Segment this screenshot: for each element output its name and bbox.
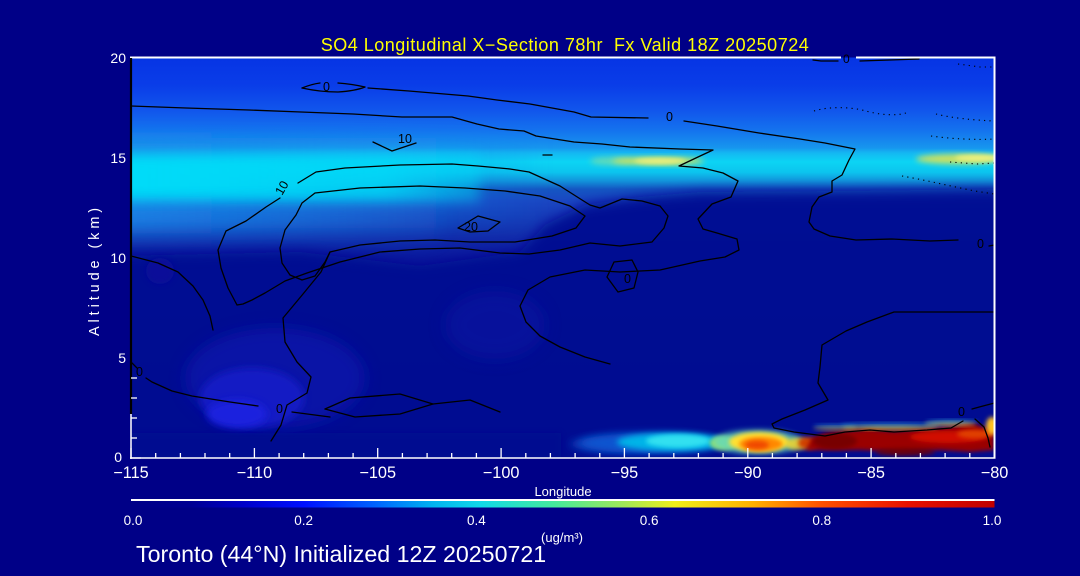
svg-text:−80: −80 <box>981 464 1009 482</box>
svg-text:20: 20 <box>110 50 126 66</box>
svg-text:15: 15 <box>110 150 126 166</box>
svg-text:20: 20 <box>464 220 478 234</box>
svg-text:−115: −115 <box>113 464 148 482</box>
svg-text:10: 10 <box>110 250 126 266</box>
svg-text:−105: −105 <box>359 464 396 482</box>
svg-text:0: 0 <box>323 80 330 94</box>
svg-text:0: 0 <box>843 52 850 66</box>
svg-text:−100: −100 <box>483 464 520 482</box>
svg-text:0.2: 0.2 <box>294 513 313 528</box>
svg-text:Toronto (44°N) Initialized 12Z: Toronto (44°N) Initialized 12Z 20250721 <box>136 541 546 567</box>
svg-text:10: 10 <box>272 178 291 197</box>
svg-text:0: 0 <box>666 110 673 124</box>
svg-text:0.8: 0.8 <box>812 513 831 528</box>
svg-text:0: 0 <box>624 272 631 286</box>
svg-text:0: 0 <box>136 365 143 379</box>
svg-text:(ug/m³): (ug/m³) <box>541 530 583 545</box>
svg-text:Altitude (km): Altitude (km) <box>87 204 103 336</box>
svg-text:0: 0 <box>114 449 122 465</box>
svg-text:SO4 Longitudinal X−Section 78h: SO4 Longitudinal X−Section 78hr Fx Valid… <box>321 35 809 55</box>
svg-text:−95: −95 <box>611 464 639 482</box>
svg-text:−90: −90 <box>734 464 762 482</box>
svg-text:−110: −110 <box>237 464 272 482</box>
svg-text:0: 0 <box>958 405 965 419</box>
svg-text:0.4: 0.4 <box>467 513 486 528</box>
svg-text:1.0: 1.0 <box>983 513 1002 528</box>
svg-text:5: 5 <box>118 350 126 366</box>
svg-text:0.6: 0.6 <box>640 513 659 528</box>
svg-text:Longitude: Longitude <box>534 484 591 499</box>
svg-text:10: 10 <box>398 132 412 146</box>
svg-text:0: 0 <box>276 402 283 416</box>
svg-text:0.0: 0.0 <box>124 513 143 528</box>
svg-text:0: 0 <box>977 237 984 251</box>
svg-text:−85: −85 <box>857 464 885 482</box>
